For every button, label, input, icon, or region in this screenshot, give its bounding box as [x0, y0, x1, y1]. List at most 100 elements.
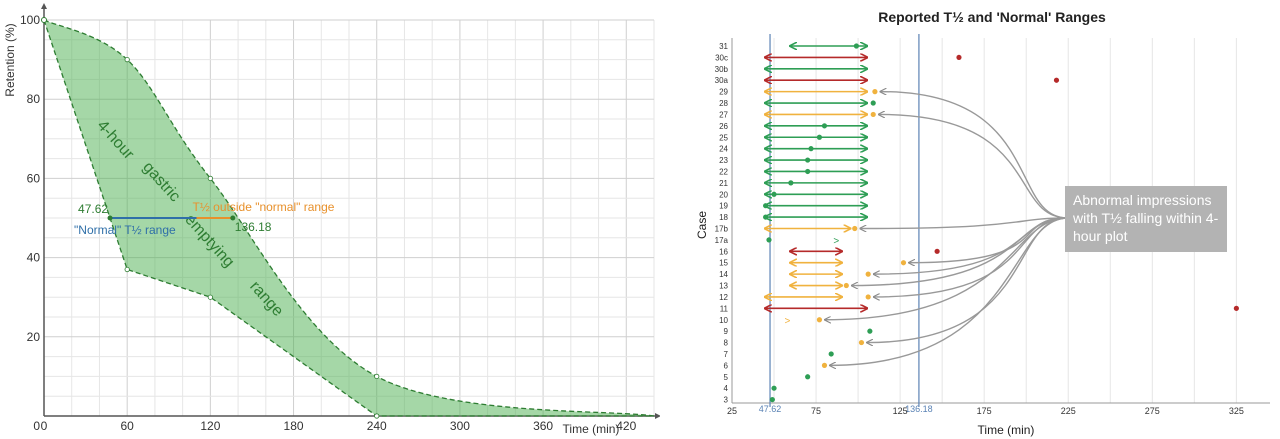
case-label: 3	[724, 396, 729, 405]
band-point	[124, 56, 130, 63]
normal-low-point	[107, 215, 113, 221]
x-tick-label: 300	[450, 419, 470, 433]
t-half-point	[771, 385, 777, 391]
case-label: 27	[719, 110, 728, 119]
annotation-arrow	[874, 217, 1069, 297]
case-label: 17b	[715, 225, 729, 234]
band-point	[374, 413, 380, 419]
t-half-point	[956, 54, 962, 61]
outside-range-label: T½ outside "normal" range	[193, 200, 335, 214]
x-tick-label: 420	[616, 419, 636, 433]
reference-line-label: 47.62	[759, 404, 782, 414]
case-label: 21	[719, 179, 728, 188]
x-tick-label: 225	[1061, 406, 1076, 416]
t-half-point	[769, 396, 775, 403]
annotation-arrow	[881, 92, 1069, 219]
t-half-point	[858, 339, 865, 346]
t-half-point	[870, 100, 876, 106]
y-tick-label: 80	[27, 92, 41, 106]
case-label: 9	[724, 327, 729, 336]
t-half-point	[1233, 305, 1239, 311]
t-half-point	[843, 282, 849, 289]
x-tick-label: 75	[811, 406, 821, 416]
x-axis-label: Time (min)	[978, 423, 1035, 437]
t-half-point	[828, 351, 834, 357]
x-tick-label: 275	[1145, 406, 1160, 416]
x-axis-label: Time (min)	[563, 422, 620, 436]
chart-title: Reported T½ and 'Normal' Ranges	[878, 9, 1106, 25]
case-label: 20	[719, 190, 728, 199]
x-tick-label: 60	[121, 419, 135, 433]
case-label: 12	[719, 293, 728, 302]
case-label: 23	[719, 156, 728, 165]
t-half-point	[816, 134, 823, 140]
case-label: 25	[719, 133, 728, 142]
case-label: 13	[719, 282, 728, 291]
case-label: 14	[719, 270, 728, 279]
case-label: 6	[724, 361, 729, 370]
x-tick-label: 180	[284, 419, 304, 433]
t-half-point	[808, 146, 814, 152]
t-half-point	[816, 317, 823, 323]
case-label: 11	[720, 304, 729, 313]
t-half-point	[821, 123, 828, 129]
t-half-point	[771, 191, 777, 197]
t-half-point	[900, 260, 907, 266]
t-half-point	[867, 328, 873, 334]
case-label: 31	[719, 42, 728, 51]
x-tick-label: 0	[41, 419, 48, 433]
normal-range-label: "Normal" T½ range	[74, 223, 176, 237]
t-half-point	[805, 374, 811, 380]
x-tick-label: 240	[367, 419, 387, 433]
case-label: 8	[724, 339, 729, 348]
case-label: 18	[719, 213, 728, 222]
case-label: 30b	[715, 65, 729, 74]
band-point	[374, 373, 380, 379]
case-label: 30c	[715, 53, 728, 62]
t-half-point	[788, 180, 794, 186]
x-tick-label: 360	[533, 419, 553, 433]
case-label: 10	[719, 316, 728, 325]
t-half-point	[853, 43, 860, 49]
x-tick-label: 120	[200, 419, 220, 433]
case-label: 4	[724, 384, 729, 393]
t-half-point	[865, 271, 871, 277]
normal-high-point	[230, 215, 236, 221]
case-label: 15	[719, 259, 728, 268]
t-half-point	[766, 237, 772, 243]
case-label: 24	[719, 145, 728, 154]
t-half-point	[852, 225, 858, 232]
t-half-point	[805, 157, 811, 163]
range-marker: >	[833, 236, 839, 247]
y-axis-label: Retention (%)	[3, 23, 17, 96]
y-tick-label: 20	[27, 330, 41, 344]
abnormal-impressions-callout: Abnormal impressions with T½ falling wit…	[1065, 186, 1227, 252]
t-half-point	[870, 111, 876, 118]
y-tick-label: 60	[27, 171, 41, 185]
annotation-arrow	[879, 114, 1069, 219]
band-point	[207, 175, 213, 181]
annotation-arrow	[861, 217, 1069, 229]
y-tick-label: 100	[20, 13, 40, 27]
reference-line-label: 136.18	[905, 404, 933, 414]
retention-chart: 4-hourgastricemptyingrange47.62136.18"No…	[3, 2, 660, 436]
case-label: 30a	[715, 76, 729, 85]
t-half-point	[805, 168, 811, 175]
annotation-arrow	[830, 217, 1069, 365]
case-label: 5	[724, 373, 729, 382]
t-half-point	[865, 294, 871, 300]
t-half-point	[1053, 77, 1060, 83]
x-tick-label: 125	[893, 406, 908, 416]
case-label: 17a	[715, 236, 729, 245]
band-point	[124, 266, 130, 273]
case-label: 22	[719, 167, 728, 176]
y-axis-label: Case	[695, 211, 709, 239]
y-tick-label: 40	[27, 251, 41, 265]
t-half-point	[763, 203, 769, 209]
t-half-point	[821, 362, 828, 368]
t-half-chart: Reported T½ and 'Normal' Ranges 47.62 136.…	[695, 9, 1270, 437]
x-tick-label: 25	[727, 406, 737, 416]
band-point	[41, 17, 47, 23]
x-tick-label: 325	[1229, 406, 1244, 416]
